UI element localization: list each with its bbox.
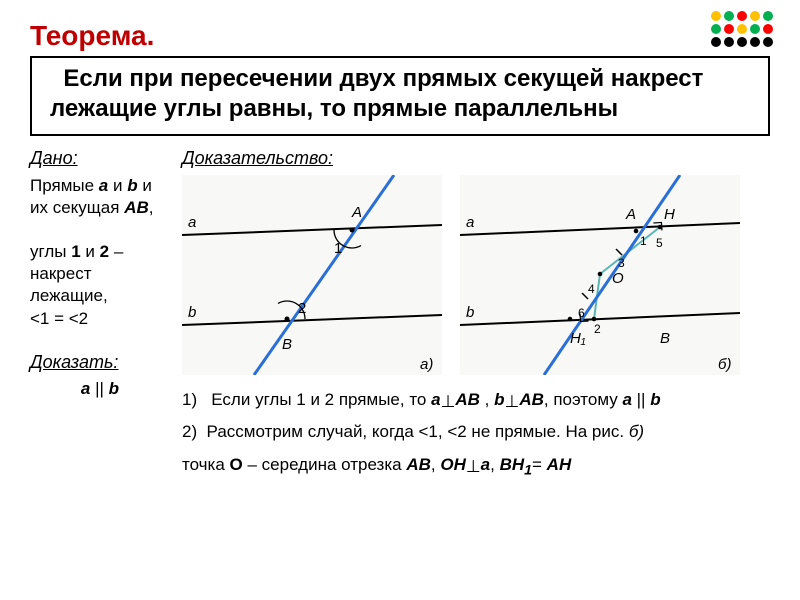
svg-text:H₁: H₁	[570, 330, 586, 347]
proof-line-1: 1) Если углы 1 и 2 прямые, то a⊥AB , b⊥A…	[182, 387, 770, 413]
svg-text:1: 1	[640, 234, 647, 248]
proof-header: Доказательство:	[182, 148, 770, 169]
svg-text:6: 6	[578, 306, 585, 320]
decorative-dots	[708, 8, 788, 58]
svg-text:a: a	[466, 214, 474, 231]
given-body: Прямые a и b и их секущая AB,углы 1 и 2 …	[30, 175, 170, 330]
right-column: Доказательство: ABab12a) AHOBH₁153462abб…	[182, 148, 770, 482]
svg-text:A: A	[625, 206, 636, 223]
diagram-b: A H O B H₁ 15 3 462 a b б)	[460, 175, 740, 375]
svg-text:4: 4	[588, 282, 595, 296]
svg-text:B: B	[282, 336, 292, 353]
theorem-box: Если при пересечении двух прямых секущей…	[30, 56, 770, 136]
theorem-text: Если при пересечении двух прямых секущей…	[50, 64, 750, 124]
content-row: Дано: Прямые a и b и их секущая AB,углы …	[30, 148, 770, 482]
given-header: Дано:	[30, 148, 170, 169]
svg-text:a): a)	[420, 356, 433, 373]
svg-text:b: b	[466, 304, 474, 321]
svg-text:2: 2	[298, 300, 306, 317]
svg-text:H: H	[664, 206, 675, 223]
svg-text:O: O	[612, 270, 624, 287]
svg-text:3: 3	[618, 256, 625, 270]
diagrams-row: ABab12a) AHOBH₁153462abб)	[182, 175, 770, 375]
given-block: Дано: Прямые a и b и их секущая AB,углы …	[30, 148, 170, 330]
svg-text:b: b	[188, 304, 196, 321]
svg-text:2: 2	[594, 322, 601, 336]
left-column: Дано: Прямые a и b и их секущая AB,углы …	[30, 148, 170, 482]
svg-text:a: a	[188, 214, 196, 231]
proof-line-2: 2) Рассмотрим случай, когда <1, <2 не пр…	[182, 419, 770, 445]
svg-text:A: A	[351, 204, 362, 221]
proof-lines: 1) Если углы 1 и 2 прямые, то a⊥AB , b⊥A…	[182, 387, 770, 482]
theorem-title: Теорема.	[30, 20, 770, 52]
svg-text:б): б)	[718, 356, 731, 373]
prove-block: Доказать: a || b	[30, 352, 170, 399]
svg-text:1: 1	[334, 240, 342, 257]
svg-text:5: 5	[656, 236, 663, 250]
proof-line-3: точка O – середина отрезка AB, OH⊥a, BH1…	[182, 452, 770, 482]
prove-body: a || b	[30, 379, 170, 399]
diagram-a: A Ba b 1 2 a)	[182, 175, 442, 375]
prove-header: Доказать:	[30, 352, 170, 373]
svg-text:B: B	[660, 330, 670, 347]
